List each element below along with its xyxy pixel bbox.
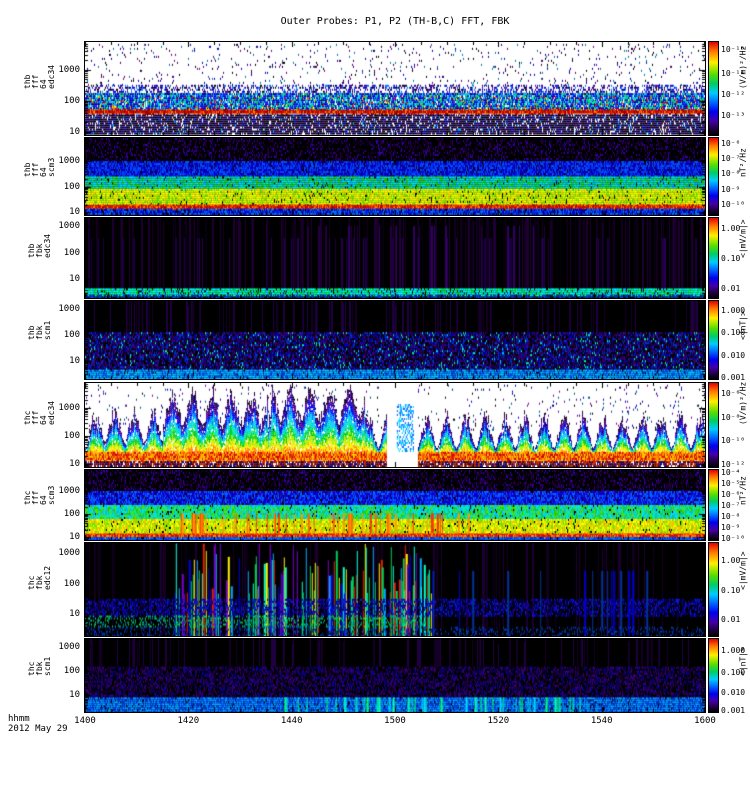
y-tick-label-p6-0: 1000 — [58, 485, 80, 496]
colorbar-tick-label-p8-1: 0.100 — [721, 667, 746, 677]
spectrogram-canvas-p4 — [85, 301, 705, 379]
spectrogram-canvas-p6 — [85, 470, 705, 540]
colorbar-tick-label-p6-2: 10⁻⁶ — [721, 489, 741, 499]
y-tick-label-p8-1: 100 — [63, 665, 80, 676]
colorbar-tick-label-p6-4: 10⁻⁸ — [721, 512, 741, 522]
plot-title: Outer Probes: P1, P2 (TH-B,C) FFT, FBK — [280, 16, 510, 27]
colorbar-tick-label-p2-4: 10⁻¹⁰ — [721, 200, 746, 210]
y-tick-label-p5-2: 10 — [69, 458, 80, 469]
colorbar-tick-label-p2-3: 10⁻⁹ — [721, 184, 741, 194]
panel-p7 — [84, 542, 706, 637]
x-tick-label-4: 1520 — [487, 716, 510, 726]
colorbar-tick-label-p7-2: 0.01 — [721, 615, 741, 625]
panel-p2 — [84, 137, 706, 216]
y-tick-label-p2-1: 100 — [63, 181, 80, 192]
colorbar-tick-label-p4-3: 0.001 — [721, 372, 746, 382]
spectrogram-canvas-p2 — [85, 138, 705, 215]
x-tick-label-6: 1600 — [694, 716, 716, 726]
colorbar-tick-label-p8-2: 0.010 — [721, 687, 746, 697]
colorbar-tick-label-p2-2: 10⁻⁸ — [721, 169, 741, 179]
colorbar-tick-label-p8-3: 0.001 — [721, 705, 746, 715]
y-tick-label-p1-1: 100 — [63, 95, 80, 106]
y-tick-label-p7-1: 100 — [63, 578, 80, 589]
y-tick-label-p8-0: 1000 — [58, 641, 80, 652]
colorbar-p5 — [708, 382, 719, 468]
panel-p3 — [84, 217, 706, 299]
y-tick-label-p4-2: 10 — [69, 355, 80, 366]
panel-p4 — [84, 300, 706, 380]
panel-p6 — [84, 469, 706, 541]
y-tick-label-p3-0: 1000 — [58, 221, 80, 232]
colorbar-p7 — [708, 542, 719, 637]
colorbar-tick-label-p4-0: 1.000 — [721, 306, 746, 316]
y-tick-label-p4-0: 1000 — [58, 304, 80, 315]
y-tick-label-p3-1: 100 — [63, 247, 80, 258]
panel-p1 — [84, 41, 706, 136]
y-tick-label-p7-0: 1000 — [58, 547, 80, 558]
colorbar-tick-label-p1-3: 10⁻¹³ — [721, 110, 746, 120]
x-axis-date-label: 2012 May 29 — [8, 724, 68, 734]
y-tick-label-p3-2: 10 — [69, 274, 80, 285]
colorbar-tick-label-p3-2: 0.01 — [721, 283, 741, 293]
colorbar-tick-label-p7-1: 0.10 — [721, 585, 741, 595]
x-axis-units-label: hhmm — [8, 714, 30, 724]
spectrogram-canvas-p1 — [85, 42, 705, 135]
colorbar-p8 — [708, 638, 719, 713]
colorbar-tick-label-p4-1: 0.100 — [721, 328, 746, 338]
colorbar-tick-label-p7-0: 1.00 — [721, 555, 741, 565]
y-tick-label-p5-0: 1000 — [58, 403, 80, 414]
y-tick-label-p6-1: 100 — [63, 509, 80, 520]
spectrogram-canvas-p7 — [85, 543, 705, 636]
y-tick-label-p5-1: 100 — [63, 431, 80, 441]
colorbar-p1 — [708, 41, 719, 136]
y-tick-label-p4-1: 100 — [63, 330, 80, 340]
colorbar-tick-label-p6-6: 10⁻¹⁰ — [721, 533, 746, 543]
y-tick-label-p1-0: 1000 — [58, 64, 80, 75]
colorbar-tick-label-p6-0: 10⁻⁴ — [721, 468, 741, 478]
colorbar-tick-label-p6-5: 10⁻⁹ — [721, 522, 741, 532]
x-tick-label-3: 1500 — [384, 716, 406, 726]
colorbar-tick-label-p1-2: 10⁻¹² — [721, 90, 746, 100]
colorbar-tick-label-p5-3: 10⁻¹² — [721, 459, 746, 469]
colorbar-tick-label-p1-0: 10⁻¹⁰ — [721, 44, 746, 54]
y-tick-label-p1-2: 10 — [69, 126, 80, 137]
colorbar-tick-label-p3-0: 1.00 — [721, 224, 741, 234]
y-tick-label-p2-2: 10 — [69, 207, 80, 218]
spectrogram-canvas-p3 — [85, 218, 705, 298]
colorbar-tick-label-p6-1: 10⁻⁵ — [721, 479, 741, 489]
x-tick-label-0: 1400 — [74, 716, 96, 726]
colorbar-tick-label-p6-3: 10⁻⁷ — [721, 501, 741, 510]
spectrogram-canvas-p5 — [85, 383, 705, 467]
x-tick-label-5: 1540 — [590, 716, 613, 726]
x-tick-label-2: 1440 — [280, 716, 303, 726]
colorbar-tick-label-p4-2: 0.010 — [721, 350, 746, 360]
colorbar-tick-label-p5-1: 10⁻⁸ — [721, 412, 741, 422]
colorbar-tick-label-p8-0: 1.000 — [721, 645, 746, 655]
panel-p5 — [84, 382, 706, 468]
colorbar-tick-label-p1-1: 10⁻¹¹ — [721, 68, 746, 78]
spectrogram-canvas-p8 — [85, 639, 705, 712]
colorbar-p3 — [708, 217, 719, 299]
y-tick-label-p7-2: 10 — [69, 609, 80, 620]
colorbar-tick-label-p2-1: 10⁻⁷ — [721, 154, 741, 164]
x-tick-label-1: 1420 — [177, 716, 200, 726]
y-tick-label-p2-0: 1000 — [58, 155, 80, 166]
y-tick-label-p8-2: 10 — [69, 690, 80, 701]
y-tick-label-p6-2: 10 — [69, 532, 80, 543]
colorbar-tick-label-p5-0: 10⁻⁶ — [721, 389, 741, 399]
panel-p8 — [84, 638, 706, 713]
colorbar-tick-label-p3-1: 0.10 — [721, 254, 741, 263]
colorbar-tick-label-p2-0: 10⁻⁶ — [721, 138, 741, 148]
colorbar-tick-label-p5-2: 10⁻¹⁰ — [721, 436, 746, 446]
colorbar-p4 — [708, 300, 719, 380]
colorbar-p6 — [708, 469, 719, 541]
colorbar-p2 — [708, 137, 719, 216]
